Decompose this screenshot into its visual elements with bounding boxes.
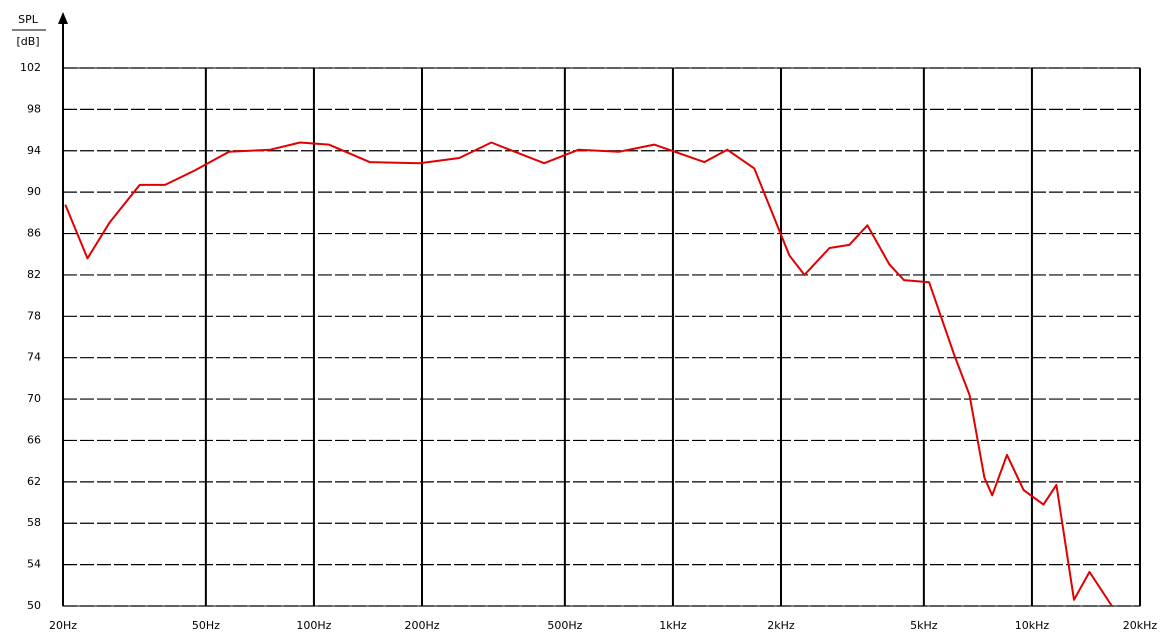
y-tick-label: 86 [27, 227, 41, 240]
plot-area [62, 67, 1141, 607]
y-tick-label: 74 [27, 351, 41, 364]
y-tick-label: 62 [27, 475, 41, 488]
x-tick-label: 20Hz [49, 619, 77, 632]
y-tick-label: 102 [20, 61, 41, 74]
x-tick-label: 5kHz [910, 619, 938, 632]
x-tick-label: 50Hz [192, 619, 220, 632]
y-label-top: SPL [18, 13, 39, 26]
x-tick-label: 20kHz [1123, 619, 1158, 632]
y-tick-label: 90 [27, 185, 41, 198]
y-tick-label: 98 [27, 102, 41, 115]
y-tick-label: 54 [27, 558, 41, 571]
x-tick-label: 500Hz [547, 619, 582, 632]
series-line [64, 141, 1113, 607]
y-tick-label: 82 [27, 268, 41, 281]
x-tick-label: 10kHz [1015, 619, 1050, 632]
y-tick-label: 78 [27, 309, 41, 322]
y-label-bottom: [dB] [16, 35, 39, 48]
x-tick-label: 100Hz [296, 619, 331, 632]
x-tick-label: 2kHz [767, 619, 795, 632]
y-tick-label: 58 [27, 516, 41, 529]
y-tick-label: 70 [27, 392, 41, 405]
y-tick-label: 66 [27, 433, 41, 446]
x-tick-label: 1kHz [659, 619, 687, 632]
x-tick-label: 200Hz [404, 619, 439, 632]
y-tick-label: 94 [27, 144, 41, 157]
y-axis-arrow [58, 12, 68, 24]
y-tick-label: 50 [27, 599, 41, 612]
